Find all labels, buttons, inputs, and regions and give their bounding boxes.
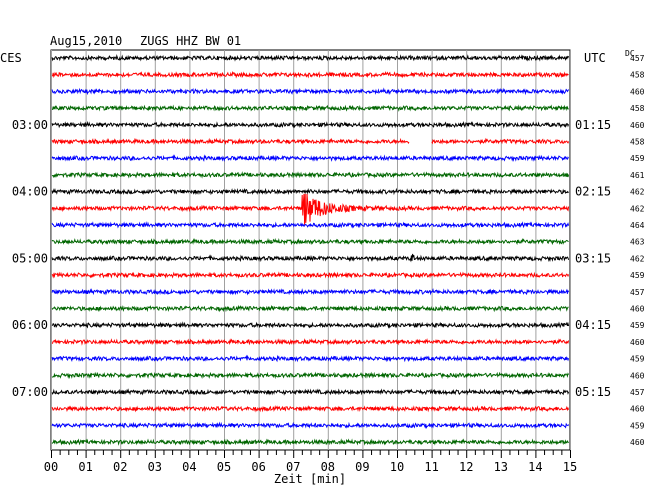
x-tick-label: 07 xyxy=(286,460,300,474)
trace-row-18 xyxy=(51,338,570,346)
x-axis-label: Zeit [min] xyxy=(274,472,346,486)
dc-value: 460 xyxy=(630,371,645,380)
dc-value: 458 xyxy=(630,104,645,113)
trace-row-21 xyxy=(51,388,570,396)
x-tick-label: 05 xyxy=(217,460,231,474)
x-tick-label: 09 xyxy=(355,460,369,474)
label-layer: Aug15,2010 ZUGS HHZ BW 01 CES UTC DC Zei… xyxy=(0,34,645,486)
dc-value: 460 xyxy=(630,438,645,447)
trace-row-3 xyxy=(51,87,570,96)
trace-row-13 xyxy=(51,253,570,263)
left-hour-label: 07:00 xyxy=(12,385,48,399)
trace-layer xyxy=(51,54,570,446)
trace-row-16 xyxy=(51,304,569,313)
dc-value: 459 xyxy=(630,271,645,280)
header-date: Aug15,2010 xyxy=(50,34,122,48)
dc-value: 460 xyxy=(630,121,645,130)
dc-value: 459 xyxy=(630,321,645,330)
left-hour-label: 06:00 xyxy=(12,318,48,332)
dc-value: 457 xyxy=(630,388,645,397)
right-hour-label: 02:15 xyxy=(575,185,611,199)
dc-value: 458 xyxy=(630,138,645,147)
right-timezone-label: UTC xyxy=(584,51,606,65)
dc-value: 458 xyxy=(630,71,645,80)
trace-row-15 xyxy=(51,288,570,296)
x-tick-label: 11 xyxy=(424,460,438,474)
trace-row-23 xyxy=(51,421,570,429)
trace-row-22 xyxy=(51,405,570,413)
x-tick-label: 13 xyxy=(494,460,508,474)
dc-value: 460 xyxy=(630,338,645,347)
dc-value: 462 xyxy=(630,254,645,263)
trace-row-1 xyxy=(51,54,570,62)
trace-row-8 xyxy=(51,171,570,179)
x-tick-label: 00 xyxy=(44,460,58,474)
left-hour-label: 05:00 xyxy=(12,251,48,265)
trace-row-9 xyxy=(51,187,569,196)
trace-row-4 xyxy=(51,104,569,112)
trace-row-14 xyxy=(51,271,570,279)
dc-value: 457 xyxy=(630,288,645,297)
trace-row-2 xyxy=(51,70,569,79)
trace-row-24 xyxy=(51,438,569,446)
dc-value: 459 xyxy=(630,154,645,163)
dc-value: 462 xyxy=(630,188,645,197)
left-hour-label: 03:00 xyxy=(12,118,48,132)
dc-value: 457 xyxy=(630,54,645,63)
dc-value: 462 xyxy=(630,204,645,213)
right-hour-label: 01:15 xyxy=(575,118,611,132)
dc-value: 460 xyxy=(630,405,645,414)
trace-row-7 xyxy=(51,154,570,162)
trace-row-6 xyxy=(51,137,570,146)
x-tick-label: 15 xyxy=(563,460,577,474)
dc-value: 464 xyxy=(630,221,645,230)
grid-layer xyxy=(50,49,571,451)
dc-value: 459 xyxy=(630,355,645,364)
x-tick-label: 03 xyxy=(148,460,162,474)
right-hour-label: 04:15 xyxy=(575,318,611,332)
dc-column-label: DC xyxy=(625,49,635,58)
trace-row-11 xyxy=(51,221,570,229)
x-tick-label: 12 xyxy=(459,460,473,474)
dc-value: 463 xyxy=(630,238,645,247)
dc-value: 460 xyxy=(630,87,645,96)
left-hour-label: 04:00 xyxy=(12,185,48,199)
left-timezone-label: CES xyxy=(0,51,22,65)
x-tick-label: 04 xyxy=(182,460,196,474)
trace-row-12 xyxy=(51,237,569,246)
header-station: ZUGS HHZ BW 01 xyxy=(140,34,241,48)
trace-row-19 xyxy=(51,354,570,363)
axis-layer xyxy=(51,450,571,458)
x-tick-label: 10 xyxy=(390,460,404,474)
right-hour-label: 05:15 xyxy=(575,385,611,399)
x-tick-label: 08 xyxy=(321,460,335,474)
trace-row-20 xyxy=(51,371,570,380)
dc-value: 459 xyxy=(630,421,645,430)
trace-row-5 xyxy=(51,120,570,129)
trace-row-17 xyxy=(51,321,570,329)
dc-value: 461 xyxy=(630,171,645,180)
dc-value: 460 xyxy=(630,305,645,314)
x-tick-label: 02 xyxy=(113,460,127,474)
trace-row-10 xyxy=(51,193,570,226)
x-tick-label: 06 xyxy=(251,460,265,474)
x-tick-label: 01 xyxy=(78,460,92,474)
right-hour-label: 03:15 xyxy=(575,251,611,265)
x-tick-label: 14 xyxy=(528,460,542,474)
